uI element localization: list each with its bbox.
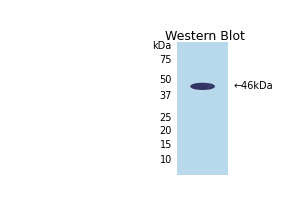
- Text: ←46kDa: ←46kDa: [234, 81, 274, 91]
- Text: 15: 15: [160, 140, 172, 150]
- Text: kDa: kDa: [152, 41, 171, 51]
- Text: Western Blot: Western Blot: [165, 30, 245, 43]
- Ellipse shape: [194, 85, 208, 88]
- Text: 20: 20: [160, 126, 172, 136]
- Text: 10: 10: [160, 155, 172, 165]
- Text: 25: 25: [159, 113, 172, 123]
- Ellipse shape: [191, 83, 214, 89]
- Bar: [177, 42, 228, 175]
- Text: 75: 75: [159, 55, 172, 65]
- Text: 37: 37: [160, 91, 172, 101]
- Text: 50: 50: [160, 75, 172, 85]
